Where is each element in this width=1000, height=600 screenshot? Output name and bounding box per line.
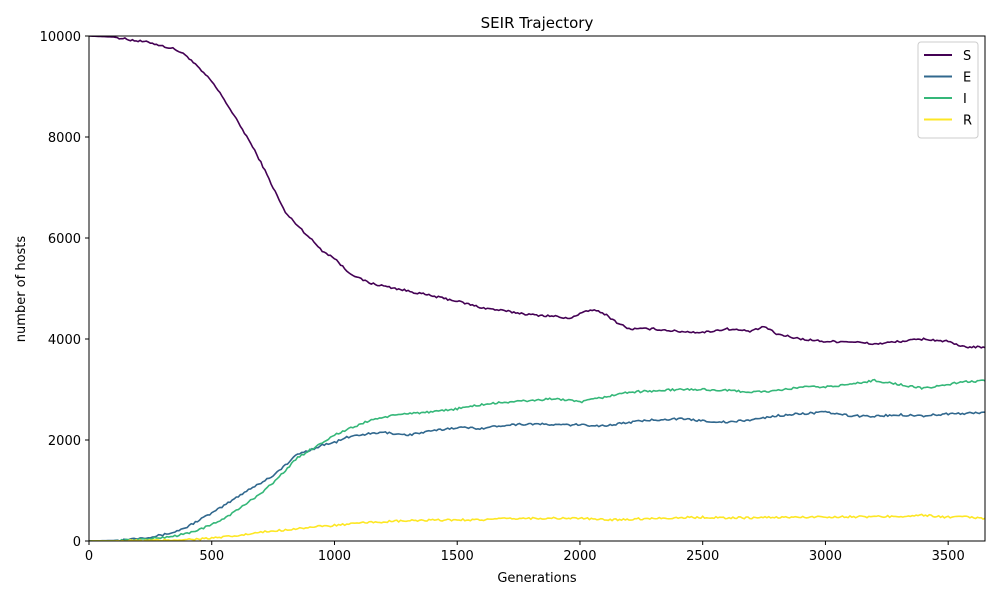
y-tick-label: 2000 (48, 434, 81, 449)
x-axis-label: Generations (497, 571, 577, 586)
series-line-E (89, 410, 985, 541)
y-tick-label: 10000 (40, 30, 81, 45)
y-tick-label: 6000 (48, 232, 81, 247)
series-line-S (89, 36, 985, 349)
x-tick-label: 500 (199, 549, 224, 564)
x-tick-label: 2500 (686, 549, 719, 564)
legend-item-E: E (924, 71, 971, 86)
plot-area (89, 36, 985, 541)
legend: SEIR (917, 41, 979, 139)
legend-item-R: R (924, 114, 972, 129)
legend-label: R (963, 114, 972, 129)
x-tick-label: 1500 (441, 549, 474, 564)
y-tick-label: 4000 (48, 333, 81, 348)
x-tick-label: 2000 (563, 549, 596, 564)
series-lines (89, 36, 985, 541)
legend-label: S (963, 49, 971, 64)
chart-title: SEIR Trajectory (481, 14, 594, 32)
x-tick-label: 3500 (932, 549, 965, 564)
y-tick-label: 0 (73, 535, 81, 550)
y-axis-label: number of hosts (14, 236, 29, 343)
series-line-I (89, 378, 985, 541)
x-tick-label: 1000 (318, 549, 351, 564)
x-tick-label: 0 (85, 549, 93, 564)
legend-item-S: S (924, 49, 971, 64)
x-tick-label: 3000 (809, 549, 842, 564)
legend-label: E (963, 71, 971, 86)
legend-label: I (963, 92, 967, 107)
plot-frame (88, 35, 986, 542)
legend-item-I: I (924, 92, 967, 107)
legend-box (917, 41, 979, 139)
series-line-R (89, 513, 985, 541)
axes: 0 500 1000 1500 2000 2500 3000 3500 0 2000 4000 600… (40, 30, 986, 564)
y-tick-label: 8000 (48, 131, 81, 146)
